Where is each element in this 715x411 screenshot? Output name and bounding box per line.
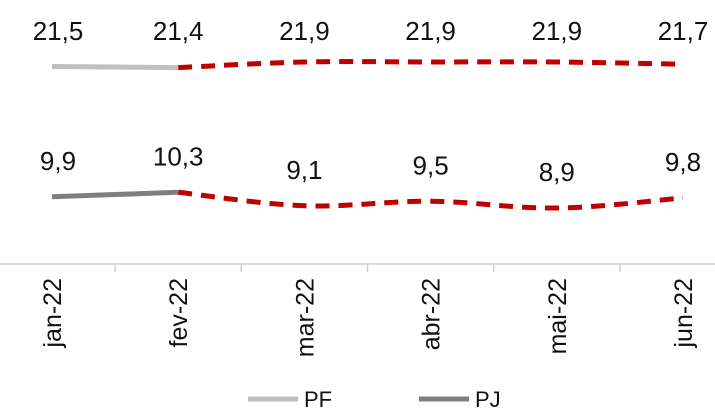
series-pf-forecast-line: [178, 59, 684, 71]
x-axis: jan-22 fev-22 mar-22 abr-22 mai-22 jun-22: [0, 263, 715, 357]
data-label-pj-fev-22: 10,3: [153, 141, 204, 171]
x-tick-label-mar-22: mar-22: [291, 278, 319, 357]
data-label-pf-mar-22: 21,9: [279, 16, 330, 46]
data-label-pf-mai-22: 21,9: [531, 16, 582, 46]
x-tick-label-jan-22: jan-22: [39, 278, 67, 349]
data-label-layer: 21,5 21,4 21,9 21,9 21,9 21,7 9,9 10,3 9,1 9,5 8,9…: [33, 16, 709, 187]
series-pj-actual-line: [51, 189, 179, 200]
data-label-pj-abr-22: 9,5: [413, 150, 449, 180]
legend-label-pf: PF: [304, 387, 332, 411]
series-pf-actual-line: [51, 63, 179, 71]
data-label-pj-jan-22: 9,9: [40, 146, 76, 176]
data-label-pj-mar-22: 9,1: [286, 155, 322, 185]
legend-label-pj: PJ: [475, 387, 501, 411]
x-tick-label-fev-22: fev-22: [165, 278, 193, 347]
x-tick-label-mai-22: mai-22: [544, 278, 572, 354]
legend-item-pf: PF: [248, 387, 332, 411]
x-tick-label-jun-22: jun-22: [670, 278, 698, 349]
series-layer: [51, 59, 684, 211]
data-label-pj-jun-22: 9,8: [665, 147, 701, 177]
data-label-pf-fev-22: 21,4: [153, 16, 204, 46]
data-label-pf-abr-22: 21,9: [405, 16, 456, 46]
series-pj-forecast-line: [177, 189, 684, 211]
data-label-pf-jun-22: 21,7: [658, 16, 709, 46]
legend-item-pj: PJ: [419, 387, 501, 411]
legend: PF PJ: [248, 387, 501, 411]
x-tick-label-abr-22: abr-22: [418, 278, 446, 350]
data-label-pj-mai-22: 8,9: [539, 157, 575, 187]
data-label-pf-jan-22: 21,5: [33, 16, 84, 46]
